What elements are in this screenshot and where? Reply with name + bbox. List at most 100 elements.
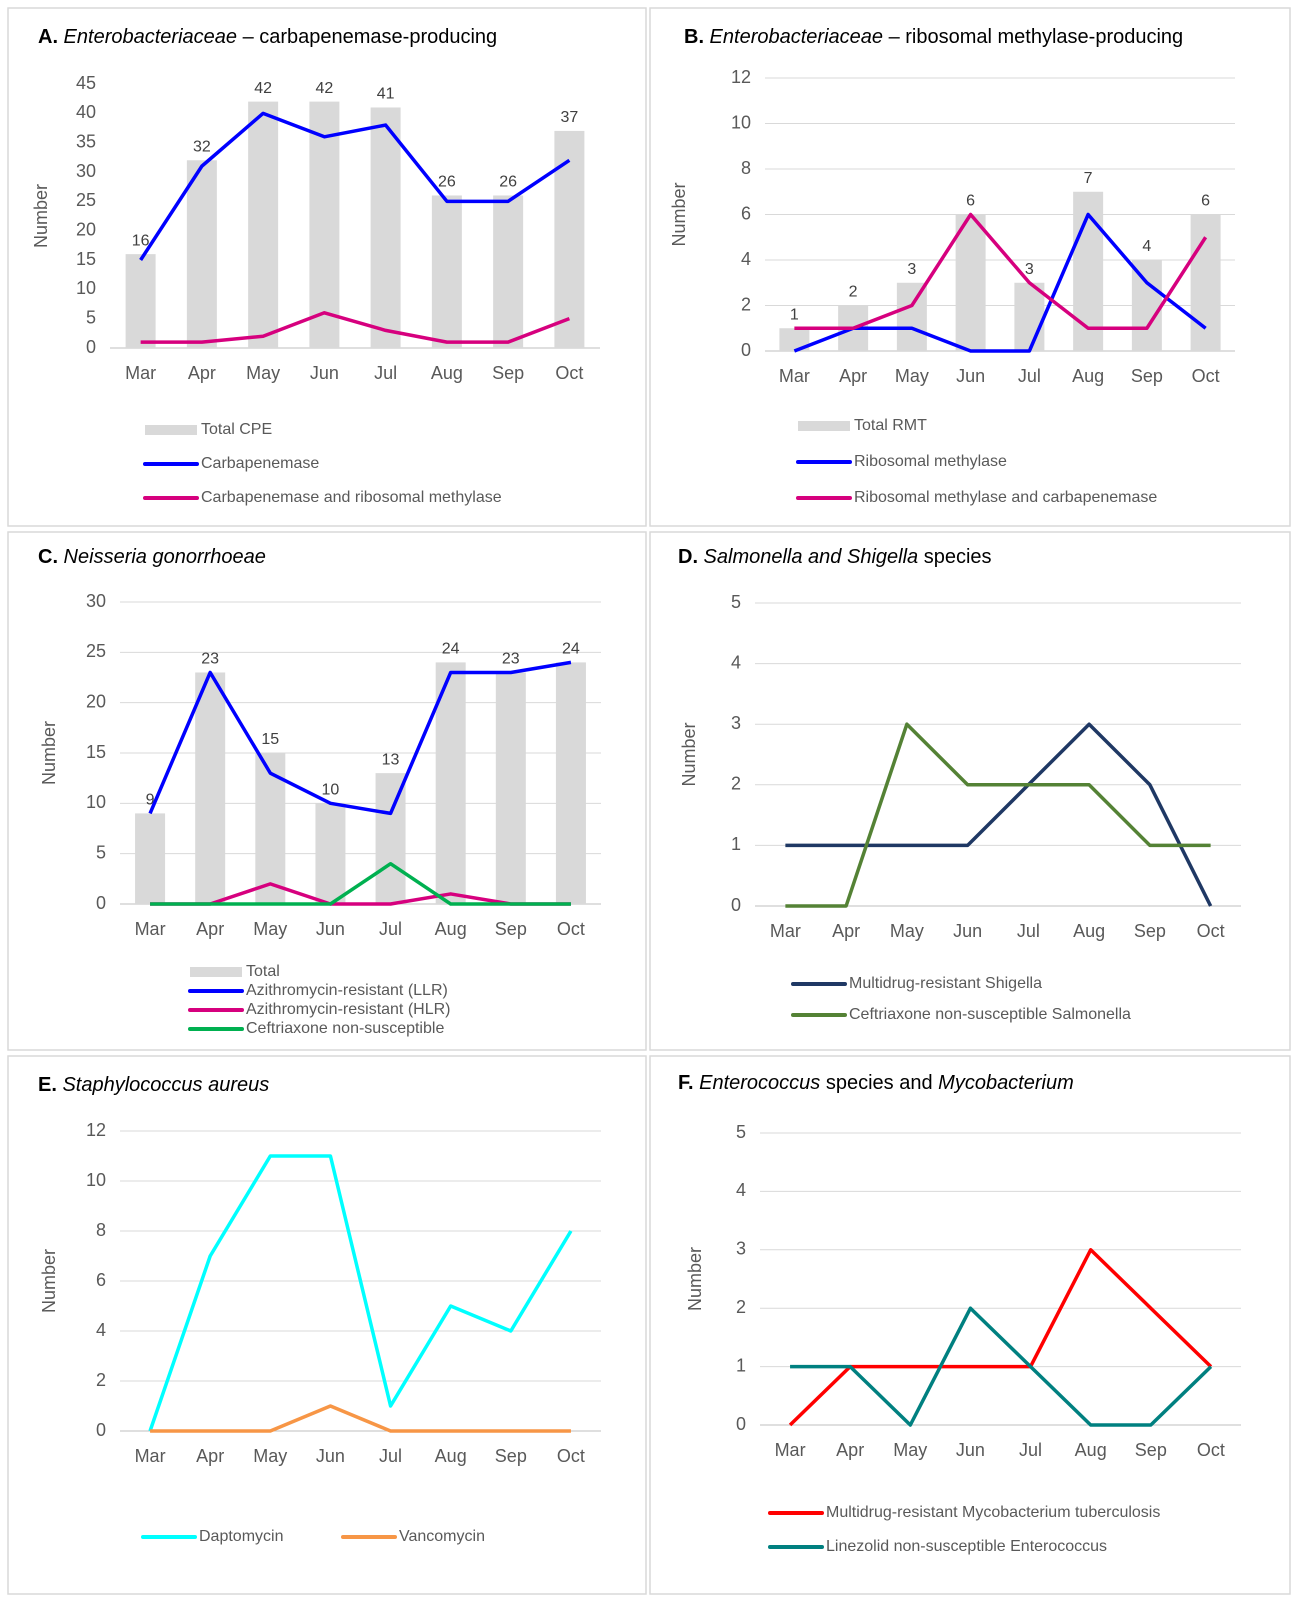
y-tick-label: 2 (741, 294, 751, 314)
bar (493, 195, 524, 348)
x-tick-label: Sep (495, 919, 527, 939)
x-tick-label: Jul (1018, 366, 1041, 386)
value-label: 26 (499, 174, 517, 191)
title-part: – ribosomal methylase-producing (883, 26, 1183, 48)
y-tick-label: 0 (96, 1420, 106, 1440)
y-tick-label: 40 (76, 102, 96, 122)
title-part: Enterococcus (694, 1072, 821, 1094)
y-tick-label: 12 (86, 1120, 106, 1140)
x-tick-label: Apr (836, 1440, 864, 1460)
x-tick-label: Aug (1073, 921, 1105, 941)
bar (248, 101, 279, 348)
value-label: 42 (315, 80, 333, 97)
y-tick-label: 30 (86, 591, 106, 611)
legend-label: Total CPE (201, 421, 272, 438)
title-part: Enterobacteriaceae (58, 26, 237, 48)
panel-border (649, 531, 1291, 1051)
y-tick-label: 2 (96, 1370, 106, 1390)
x-tick-label: Aug (435, 1446, 467, 1466)
bar (495, 672, 526, 904)
y-axis-label: Number (39, 1249, 59, 1313)
title-part: F. (678, 1072, 694, 1094)
bar (186, 160, 217, 348)
y-tick-label: 10 (731, 112, 751, 132)
x-tick-label: Oct (1192, 366, 1220, 386)
value-label: 42 (254, 80, 272, 97)
y-tick-label: 0 (96, 893, 106, 913)
y-tick-label: 0 (731, 895, 741, 915)
legend-label: Ceftriaxone non-susceptible Salmonella (849, 1006, 1131, 1023)
value-label: 3 (907, 261, 916, 278)
bar (1190, 214, 1221, 351)
title-part: Enterobacteriaceae (704, 26, 883, 48)
legend-label: Carbapenemase and ribosomal methylase (201, 489, 502, 506)
bar (896, 282, 927, 351)
y-axis-label: Number (39, 721, 59, 785)
x-tick-label: May (246, 363, 280, 383)
x-tick-label: Aug (1072, 366, 1104, 386)
legend-label: Ceftriaxone non-susceptible (246, 1020, 444, 1037)
title-part: Staphylococcus aureus (57, 1074, 269, 1096)
line-series (788, 1248, 1213, 1427)
y-tick-label: 35 (76, 131, 96, 151)
title-part: Neisseria gonorrhoeae (58, 546, 266, 568)
panel-title: C. Neisseria gonorrhoeae (38, 546, 266, 568)
y-tick-label: 30 (76, 161, 96, 181)
x-tick-label: Mar (135, 1446, 166, 1466)
x-tick-label: Jul (379, 1446, 402, 1466)
y-tick-label: 6 (741, 203, 751, 223)
title-part: Salmonella and Shigella (698, 546, 918, 568)
line-series (785, 722, 1211, 908)
panel: C. Neisseria gonorrhoeae 0 5 10 15 20 25 30 Mar A… (7, 531, 647, 1051)
line-series (790, 1306, 1213, 1427)
line-series (150, 861, 571, 906)
x-tick-label: Sep (1131, 366, 1163, 386)
y-axis-label: Number (679, 722, 699, 786)
x-tick-label: Sep (492, 363, 524, 383)
y-tick-label: 4 (736, 1180, 746, 1200)
panel-title: D. Salmonella and Shigella species (678, 546, 992, 568)
x-tick-label: Oct (1197, 1440, 1225, 1460)
value-label: 1 (790, 306, 799, 323)
legend-label: Ribosomal methylase (854, 453, 1007, 470)
x-tick-label: Jul (379, 919, 402, 939)
y-axis-label: Number (685, 1247, 705, 1311)
title-part: species and (820, 1072, 938, 1094)
bar (555, 662, 586, 904)
panel-title: A. Enterobacteriaceae – carbapenemase-pr… (38, 26, 497, 48)
x-tick-label: Jun (310, 363, 339, 383)
y-tick-label: 3 (731, 713, 741, 733)
value-label: 23 (502, 651, 520, 668)
panel: E. Staphylococcus aureus 0 2 4 6 8 10 12 Mar Apr M… (7, 1055, 647, 1595)
legend-swatch (190, 967, 242, 977)
y-tick-label: 1 (731, 834, 741, 854)
value-label: 6 (966, 193, 975, 210)
title-part: – carbapenemase-producing (237, 26, 497, 48)
legend-label: Total RMT (854, 417, 927, 434)
y-tick-label: 0 (736, 1414, 746, 1434)
x-tick-label: Oct (555, 363, 583, 383)
bar (125, 254, 156, 348)
y-tick-label: 25 (76, 190, 96, 210)
x-tick-label: Jun (316, 919, 345, 939)
legend-label: Carbapenemase (201, 455, 319, 472)
y-tick-label: 5 (736, 1122, 746, 1142)
panel-border (649, 7, 1291, 527)
bar (195, 672, 226, 904)
line-series (140, 311, 571, 344)
x-tick-label: Mar (779, 366, 810, 386)
y-tick-label: 8 (96, 1220, 106, 1240)
y-tick-label: 25 (86, 641, 106, 661)
x-tick-label: Sep (1134, 921, 1166, 941)
y-axis-label: Number (31, 184, 51, 248)
bar (370, 107, 401, 348)
value-label: 24 (562, 641, 580, 658)
legend-label: Multidrug-resistant Mycobacterium tuberc… (826, 1504, 1160, 1521)
value-label: 9 (146, 792, 155, 809)
legend-label: Vancomycin (399, 1528, 485, 1545)
panel: B. Enterobacteriaceae – ribosomal methyl… (649, 7, 1291, 527)
title-part: A. (38, 26, 58, 48)
line-series (794, 212, 1208, 330)
x-tick-label: Sep (1135, 1440, 1167, 1460)
